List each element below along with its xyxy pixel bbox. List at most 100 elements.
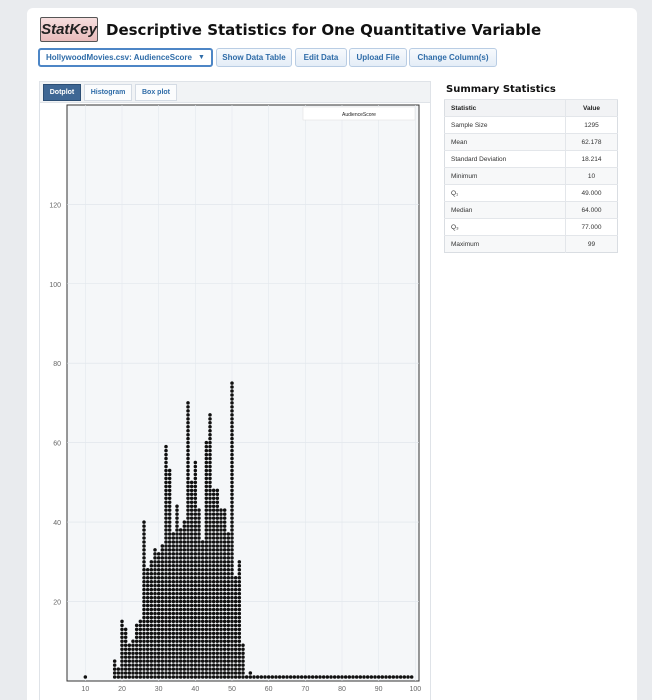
stat-value: 10 [565, 167, 618, 185]
dot [204, 524, 209, 528]
dot [153, 575, 157, 580]
show-data-table-button[interactable]: Show Data Table [216, 48, 292, 67]
dot [186, 552, 190, 556]
dot [197, 556, 201, 560]
dot [215, 647, 220, 651]
tab-dotplot[interactable]: Dotplot [43, 84, 81, 101]
dot [200, 619, 205, 624]
dot [219, 528, 223, 532]
dot [208, 460, 212, 465]
dot [120, 623, 124, 628]
dot [197, 540, 201, 544]
dot [178, 639, 183, 644]
dot [233, 647, 238, 651]
dot [204, 456, 209, 461]
dot [175, 532, 179, 536]
edit-data-button[interactable]: Edit Data [295, 48, 347, 67]
dot [204, 500, 209, 504]
dot [167, 496, 172, 501]
dot [193, 484, 198, 489]
dot [237, 560, 242, 564]
dot [215, 500, 220, 504]
dot [156, 623, 161, 628]
dot [189, 663, 194, 667]
dot [142, 607, 146, 612]
dot [197, 599, 201, 604]
tab-box-plot[interactable]: Box plot [135, 84, 177, 101]
dot [230, 571, 234, 576]
summary-table: Statistic Value Sample Size 1295 Mean 62.1… [444, 99, 618, 253]
dot [178, 623, 183, 628]
dot [178, 607, 183, 612]
stat-value: 62.178 [565, 133, 618, 151]
dot [219, 659, 223, 663]
statkey-logo: StatKey [40, 17, 98, 42]
dot [299, 675, 304, 679]
dot [230, 381, 234, 385]
dot [186, 520, 190, 524]
dot [153, 635, 157, 640]
dot [230, 560, 234, 564]
dot [226, 536, 231, 540]
dot [182, 560, 187, 564]
dot [167, 583, 172, 588]
dot [142, 536, 146, 540]
dot [189, 548, 194, 552]
dot [215, 508, 220, 512]
dot [204, 575, 209, 580]
dot [193, 651, 198, 655]
dataset-select[interactable]: HollywoodMovies.csv: AudienceScore ▼ [38, 48, 213, 67]
upload-file-button[interactable]: Upload File [349, 48, 407, 67]
dot [156, 583, 161, 588]
dot [219, 524, 223, 528]
dot [142, 564, 146, 568]
dot [142, 571, 146, 576]
dot [153, 627, 157, 632]
dot [156, 667, 161, 671]
dot [167, 472, 172, 477]
dot [208, 508, 212, 512]
dot [237, 599, 242, 604]
dot [215, 568, 220, 572]
dot [193, 472, 198, 477]
dot [120, 619, 124, 624]
dot [138, 671, 143, 675]
dot [204, 480, 209, 485]
dot [230, 627, 234, 632]
dot [204, 631, 209, 636]
dot [193, 536, 198, 540]
dot [178, 591, 183, 596]
dot [193, 468, 198, 473]
tab-histogram[interactable]: Histogram [84, 84, 132, 101]
dot [134, 671, 139, 675]
dot [222, 595, 227, 600]
dot [226, 659, 231, 663]
dot [226, 671, 231, 675]
dot [233, 603, 238, 608]
dot [149, 595, 154, 600]
dot [189, 520, 194, 524]
dot [149, 659, 154, 663]
dot [219, 635, 223, 640]
change-columns-button[interactable]: Change Column(s) [409, 48, 497, 67]
dot [186, 512, 190, 516]
dot [200, 568, 205, 572]
dot [222, 643, 227, 647]
dot [237, 564, 242, 568]
dot [197, 655, 201, 659]
dot [182, 556, 187, 560]
dot [178, 651, 183, 655]
dot [182, 651, 187, 655]
dot [186, 409, 190, 413]
dot [208, 484, 212, 489]
dot [178, 556, 183, 560]
dot [175, 548, 179, 552]
dot [197, 627, 201, 632]
dot [193, 667, 198, 671]
dot [193, 603, 198, 608]
dot [230, 528, 234, 532]
dot [211, 643, 216, 647]
dot [153, 675, 157, 679]
dot [230, 599, 234, 604]
dot [138, 643, 143, 647]
